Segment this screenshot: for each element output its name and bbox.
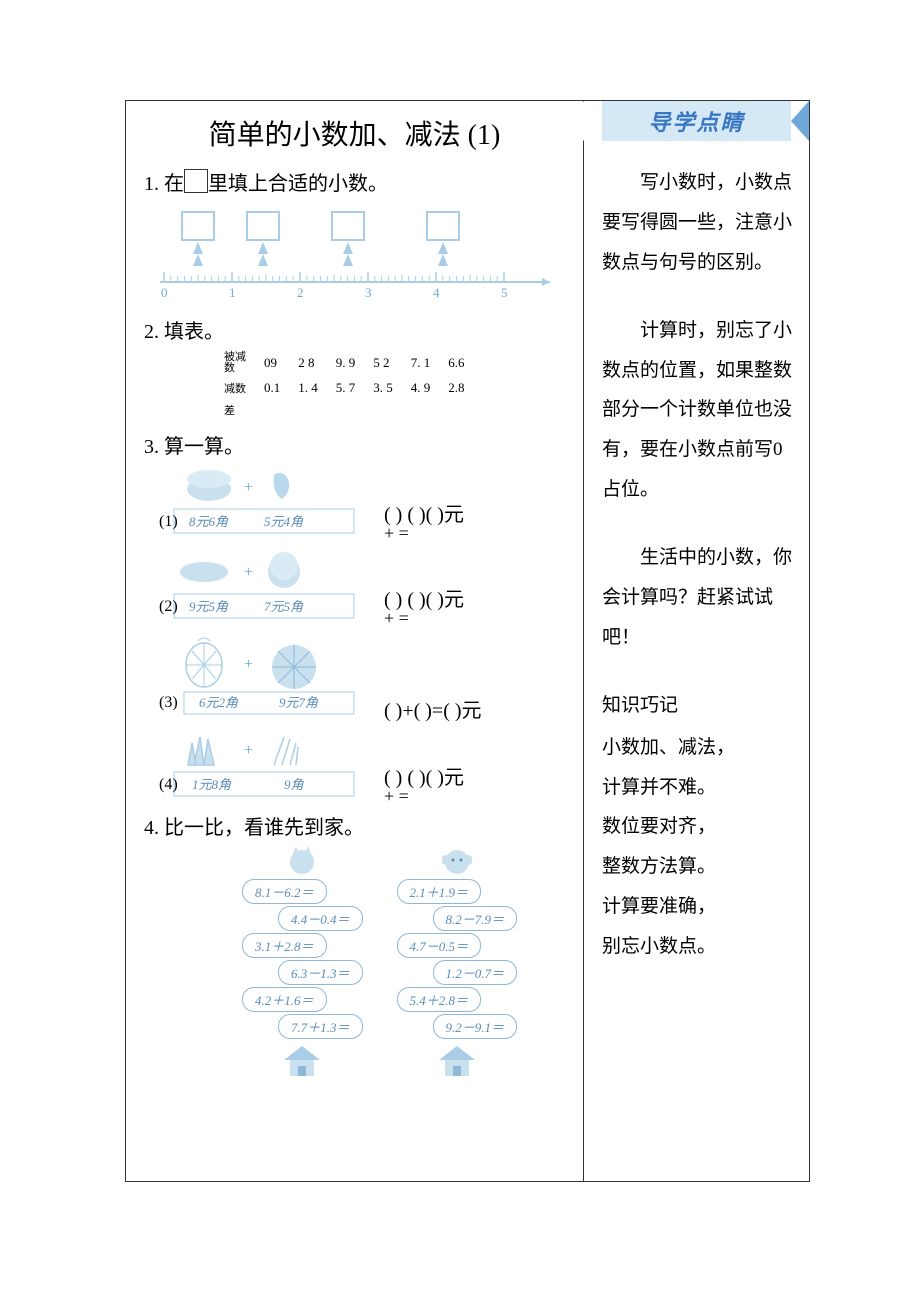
q3-ops: + = <box>384 787 464 807</box>
q1-text: 1. 在 里填上合适的小数。 <box>144 167 565 196</box>
cell: 5. 7 <box>328 378 364 398</box>
guide-para-1: 写小数时，小数点要写得圆一些，注意小数点与句号的区别。 <box>602 163 795 283</box>
bubble: 4.4－0.4＝ <box>278 906 363 931</box>
cell: 5 2 <box>365 350 401 376</box>
q2-table: 被减数 09 2 8 9. 9 5 2 7. 1 6.6 减数 0.1 1. 4… <box>214 348 475 422</box>
q3-template: ( )+( )=( )元 <box>384 700 482 722</box>
cell: 7. 1 <box>403 350 439 376</box>
svg-text:+: + <box>244 656 253 673</box>
table-row: 差 <box>216 400 473 420</box>
q3-label: 3. 算一算。 <box>144 430 565 459</box>
kn-line: 数位要对齐， <box>602 807 795 847</box>
price-left: 6元2角 <box>199 695 239 710</box>
bubble: 1.2－0.7＝ <box>433 960 518 985</box>
cell: 6.6 <box>440 350 472 376</box>
kn-line: 计算并不难。 <box>602 768 795 808</box>
cell: 0.1 <box>256 378 288 398</box>
row-head: 被减数 <box>216 350 254 376</box>
cell: 09 <box>256 350 288 376</box>
cat-icon <box>287 846 317 874</box>
row-head: 差 <box>216 400 254 420</box>
number-line-diagram: 0 1 2 3 4 5 <box>152 210 557 300</box>
cell: 2.8 <box>440 378 472 398</box>
price-right: 7元5角 <box>264 599 304 614</box>
bubble: 3.1＋2.8＝ <box>242 933 327 958</box>
knowledge-title: 知识巧记 <box>602 686 795 726</box>
q3-ops: + = <box>384 524 464 544</box>
q3-item-4: + (4) 1元8角 9角 ( ) ( )( )元 + = <box>144 730 565 807</box>
cell: 9. 9 <box>328 350 364 376</box>
svg-text:(3): (3) <box>159 694 178 711</box>
price-left: 1元8角 <box>192 777 232 792</box>
table-row: 被减数 09 2 8 9. 9 5 2 7. 1 6.6 <box>216 350 473 376</box>
kn-line: 别忘小数点。 <box>602 927 795 967</box>
guide-para-2: 计算时，别忘了小数点的位置，如果整数部分一个计数单位也没有，要在小数点前写0占位… <box>602 311 795 510</box>
row-head: 减数 <box>216 378 254 398</box>
bubble: 4.7－0.5＝ <box>397 933 482 958</box>
house-icon <box>437 1044 477 1078</box>
q1-suffix: 里填上合适的小数。 <box>208 173 388 195</box>
left-column: 简单的小数加、减法 (1) 1. 在 里填上合适的小数。 <box>126 101 584 1181</box>
bubble: 9.2－9.1＝ <box>433 1014 518 1039</box>
price-left: 9元5角 <box>189 599 229 614</box>
price-right: 5元4角 <box>264 514 304 529</box>
bubble: 8.2－7.9＝ <box>433 906 518 931</box>
guide-header: 导学点睛 <box>584 101 809 141</box>
cell: 3. 5 <box>365 378 401 398</box>
svg-text:+: + <box>244 742 253 759</box>
price-right: 9元7角 <box>279 695 319 710</box>
left-chain: 8.1－6.2＝ 4.4－0.4＝ 3.1＋2.8＝ 6.3－1.3＝ 4.2＋… <box>260 846 345 1078</box>
cell: 2 8 <box>290 350 326 376</box>
tick-3: 3 <box>365 285 372 300</box>
tick-1: 1 <box>229 285 236 300</box>
cell: 1. 4 <box>290 378 326 398</box>
house-icon <box>282 1044 322 1078</box>
worksheet-container: 简单的小数加、减法 (1) 1. 在 里填上合适的小数。 <box>125 100 810 1182</box>
q3-item-2: + (2) 9元5角 7元5角 ( ) ( )( )元 + = <box>144 552 565 629</box>
svg-text:(2): (2) <box>159 598 178 615</box>
tick-2: 2 <box>297 285 304 300</box>
bubble: 7.7＋1.3＝ <box>278 1014 363 1039</box>
chevron-right-icon <box>791 101 809 141</box>
blank-box-icon <box>184 169 208 193</box>
bubble: 2.1＋1.9＝ <box>397 879 482 904</box>
cell: 4. 9 <box>403 378 439 398</box>
table-row: 减数 0.1 1. 4 5. 7 3. 5 4. 9 2.8 <box>216 378 473 398</box>
price-right: 9角 <box>284 777 305 792</box>
kn-line: 计算要准确， <box>602 887 795 927</box>
tick-4: 4 <box>433 285 440 300</box>
chevron-left-icon <box>583 101 601 141</box>
svg-text:(1): (1) <box>159 513 178 530</box>
q4-label: 4. 比一比，看谁先到家。 <box>144 811 565 840</box>
q1-prefix: 1. 在 <box>144 173 184 195</box>
bubble: 5.4＋2.8＝ <box>397 987 482 1012</box>
tick-5: 5 <box>501 285 508 300</box>
svg-text:(4): (4) <box>159 776 178 793</box>
monkey-icon <box>442 846 472 874</box>
guide-title: 导学点睛 <box>648 105 744 137</box>
bubble: 6.3－1.3＝ <box>278 960 363 985</box>
guide-body: 写小数时，小数点要写得圆一些，注意小数点与句号的区别。 计算时，别忘了小数点的位… <box>584 141 809 977</box>
q3-item-3: + (3) 6元2角 9元7角 ( )+( )=( )元 <box>144 637 565 722</box>
svg-text:+: + <box>244 479 253 496</box>
bubble: 4.2＋1.6＝ <box>242 987 327 1012</box>
right-chain: 2.1＋1.9＝ 8.2－7.9＝ 4.7－0.5＝ 1.2－0.7＝ 5.4＋… <box>415 846 500 1078</box>
tick-0: 0 <box>161 285 168 300</box>
right-column: 导学点睛 写小数时，小数点要写得圆一些，注意小数点与句号的区别。 计算时，别忘了… <box>584 101 809 1181</box>
q4-chains: 8.1－6.2＝ 4.4－0.4＝ 3.1＋2.8＝ 6.3－1.3＝ 4.2＋… <box>194 846 565 1078</box>
bubble: 8.1－6.2＝ <box>242 879 327 904</box>
q3-item-1: + (1) 8元6角 5元4角 ( ) ( )( )元 + = <box>144 467 565 544</box>
kn-line: 小数加、减法， <box>602 728 795 768</box>
q3-ops: + = <box>384 609 464 629</box>
svg-text:+: + <box>244 564 253 581</box>
price-left: 8元6角 <box>189 514 229 529</box>
worksheet-title: 简单的小数加、减法 (1) <box>144 113 565 153</box>
q2-label: 2. 填表。 <box>144 315 565 344</box>
guide-para-3: 生活中的小数，你会计算吗？赶紧试试吧！ <box>602 538 795 658</box>
kn-line: 整数方法算。 <box>602 847 795 887</box>
